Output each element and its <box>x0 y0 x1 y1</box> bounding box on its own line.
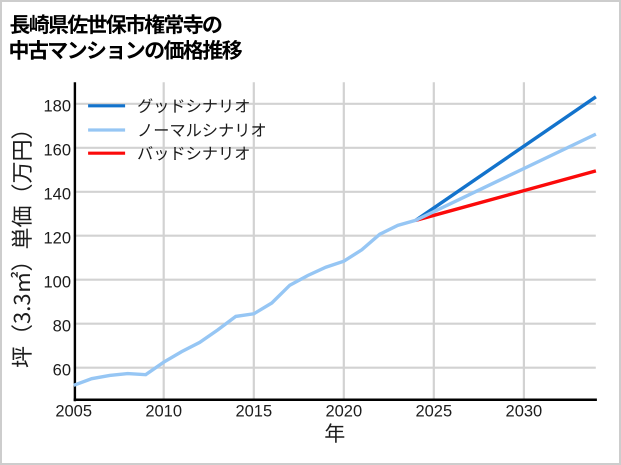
svg-text:60: 60 <box>53 362 71 380</box>
svg-text:100: 100 <box>43 274 71 292</box>
svg-text:2030: 2030 <box>506 403 543 421</box>
svg-text:2005: 2005 <box>55 403 92 421</box>
svg-text:2025: 2025 <box>415 403 452 421</box>
svg-text:80: 80 <box>53 318 71 336</box>
svg-text:120: 120 <box>43 230 71 248</box>
svg-text:140: 140 <box>43 186 71 204</box>
svg-text:2020: 2020 <box>325 403 362 421</box>
svg-text:2015: 2015 <box>235 403 272 421</box>
svg-text:2010: 2010 <box>145 403 182 421</box>
svg-text:180: 180 <box>43 98 71 116</box>
svg-text:160: 160 <box>43 142 71 160</box>
